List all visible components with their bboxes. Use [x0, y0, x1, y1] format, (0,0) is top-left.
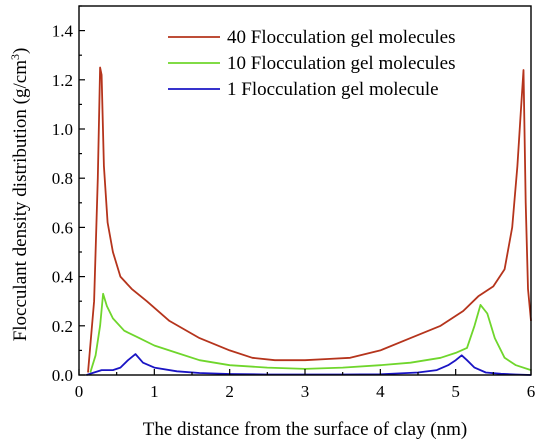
y-tick-label: 1.0: [52, 120, 73, 139]
y-tick-label: 1.4: [52, 22, 74, 41]
x-axis-title: The distance from the surface of clay (n…: [143, 419, 467, 440]
y-tick-label: 0.4: [52, 268, 74, 287]
series-line-1: [87, 66, 532, 373]
x-tick-label: 0: [75, 382, 84, 401]
x-tick-label: 4: [376, 382, 385, 401]
y-tick-label: 0.0: [52, 366, 73, 385]
y-axis-title-close: ): [10, 48, 31, 54]
y-tick-label: 0.8: [52, 169, 73, 188]
y-tick-label: 1.2: [52, 71, 73, 90]
y-axis-title-superscript: 3: [8, 54, 22, 60]
series-line-3: [86, 353, 532, 376]
x-tick-label: 5: [451, 382, 460, 401]
axes: 0 1 2 3 4 5 6 0.0 0.2 0.4 0.6 0.8 1.0 1.2 1.4: [52, 5, 536, 401]
x-tick-label: 1: [150, 382, 159, 401]
x-tick-label: 3: [301, 382, 310, 401]
x-tick-label: 6: [527, 382, 536, 401]
legend-label-3: 1 Flocculation gel molecule: [227, 79, 439, 100]
y-tick-label: 0.6: [52, 218, 73, 237]
y-axis-title: Flocculant density distribution (g/cm3): [8, 48, 31, 342]
legend: 40 Flocculation gel molecules 10 Floccula…: [168, 27, 455, 100]
legend-label-1: 40 Flocculation gel molecules: [227, 27, 455, 48]
y-axis-title-main: Flocculant density distribution (g/cm: [10, 60, 31, 341]
plot-area: [86, 66, 532, 376]
legend-label-2: 10 Flocculation gel molecules: [227, 53, 455, 74]
y-tick-label: 0.2: [52, 317, 73, 336]
series-line-2: [89, 292, 532, 373]
x-tick-label: 2: [225, 382, 234, 401]
